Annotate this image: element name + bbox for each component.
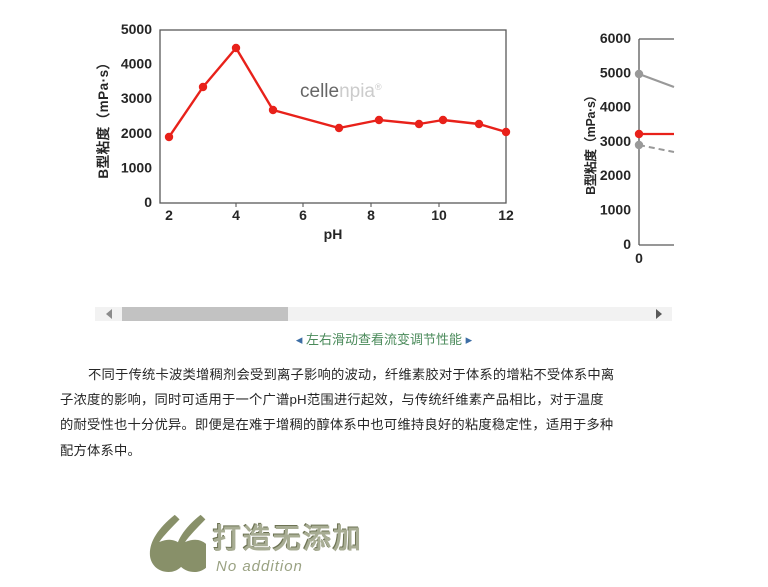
svg-text:4000: 4000 [121, 56, 152, 72]
svg-text:2: 2 [165, 207, 173, 223]
svg-text:12: 12 [498, 207, 514, 223]
svg-text:pH: pH [324, 226, 343, 242]
svg-text:5000: 5000 [600, 64, 631, 80]
svg-text:10: 10 [431, 207, 447, 223]
svg-text:4: 4 [232, 207, 240, 223]
svg-text:0: 0 [635, 250, 643, 266]
svg-text:B型粘度（mPa·s）: B型粘度（mPa·s） [583, 89, 598, 195]
svg-text:B型粘度（mPa·s）: B型粘度（mPa·s） [95, 55, 111, 178]
svg-text:2000: 2000 [121, 125, 152, 141]
svg-text:3000: 3000 [600, 133, 631, 149]
svg-text:cellenpia®: cellenpia® [300, 81, 382, 102]
svg-text:1000: 1000 [121, 159, 152, 175]
svg-text:6: 6 [299, 207, 307, 223]
svg-text:2000: 2000 [600, 167, 631, 183]
svg-text:5000: 5000 [121, 21, 152, 37]
svg-text:0: 0 [623, 236, 631, 252]
svg-text:3000: 3000 [121, 90, 152, 106]
svg-text:6000: 6000 [600, 30, 631, 46]
svg-text:1000: 1000 [600, 202, 631, 218]
svg-text:0: 0 [144, 194, 152, 210]
svg-text:8: 8 [367, 207, 375, 223]
svg-text:4000: 4000 [600, 99, 631, 115]
